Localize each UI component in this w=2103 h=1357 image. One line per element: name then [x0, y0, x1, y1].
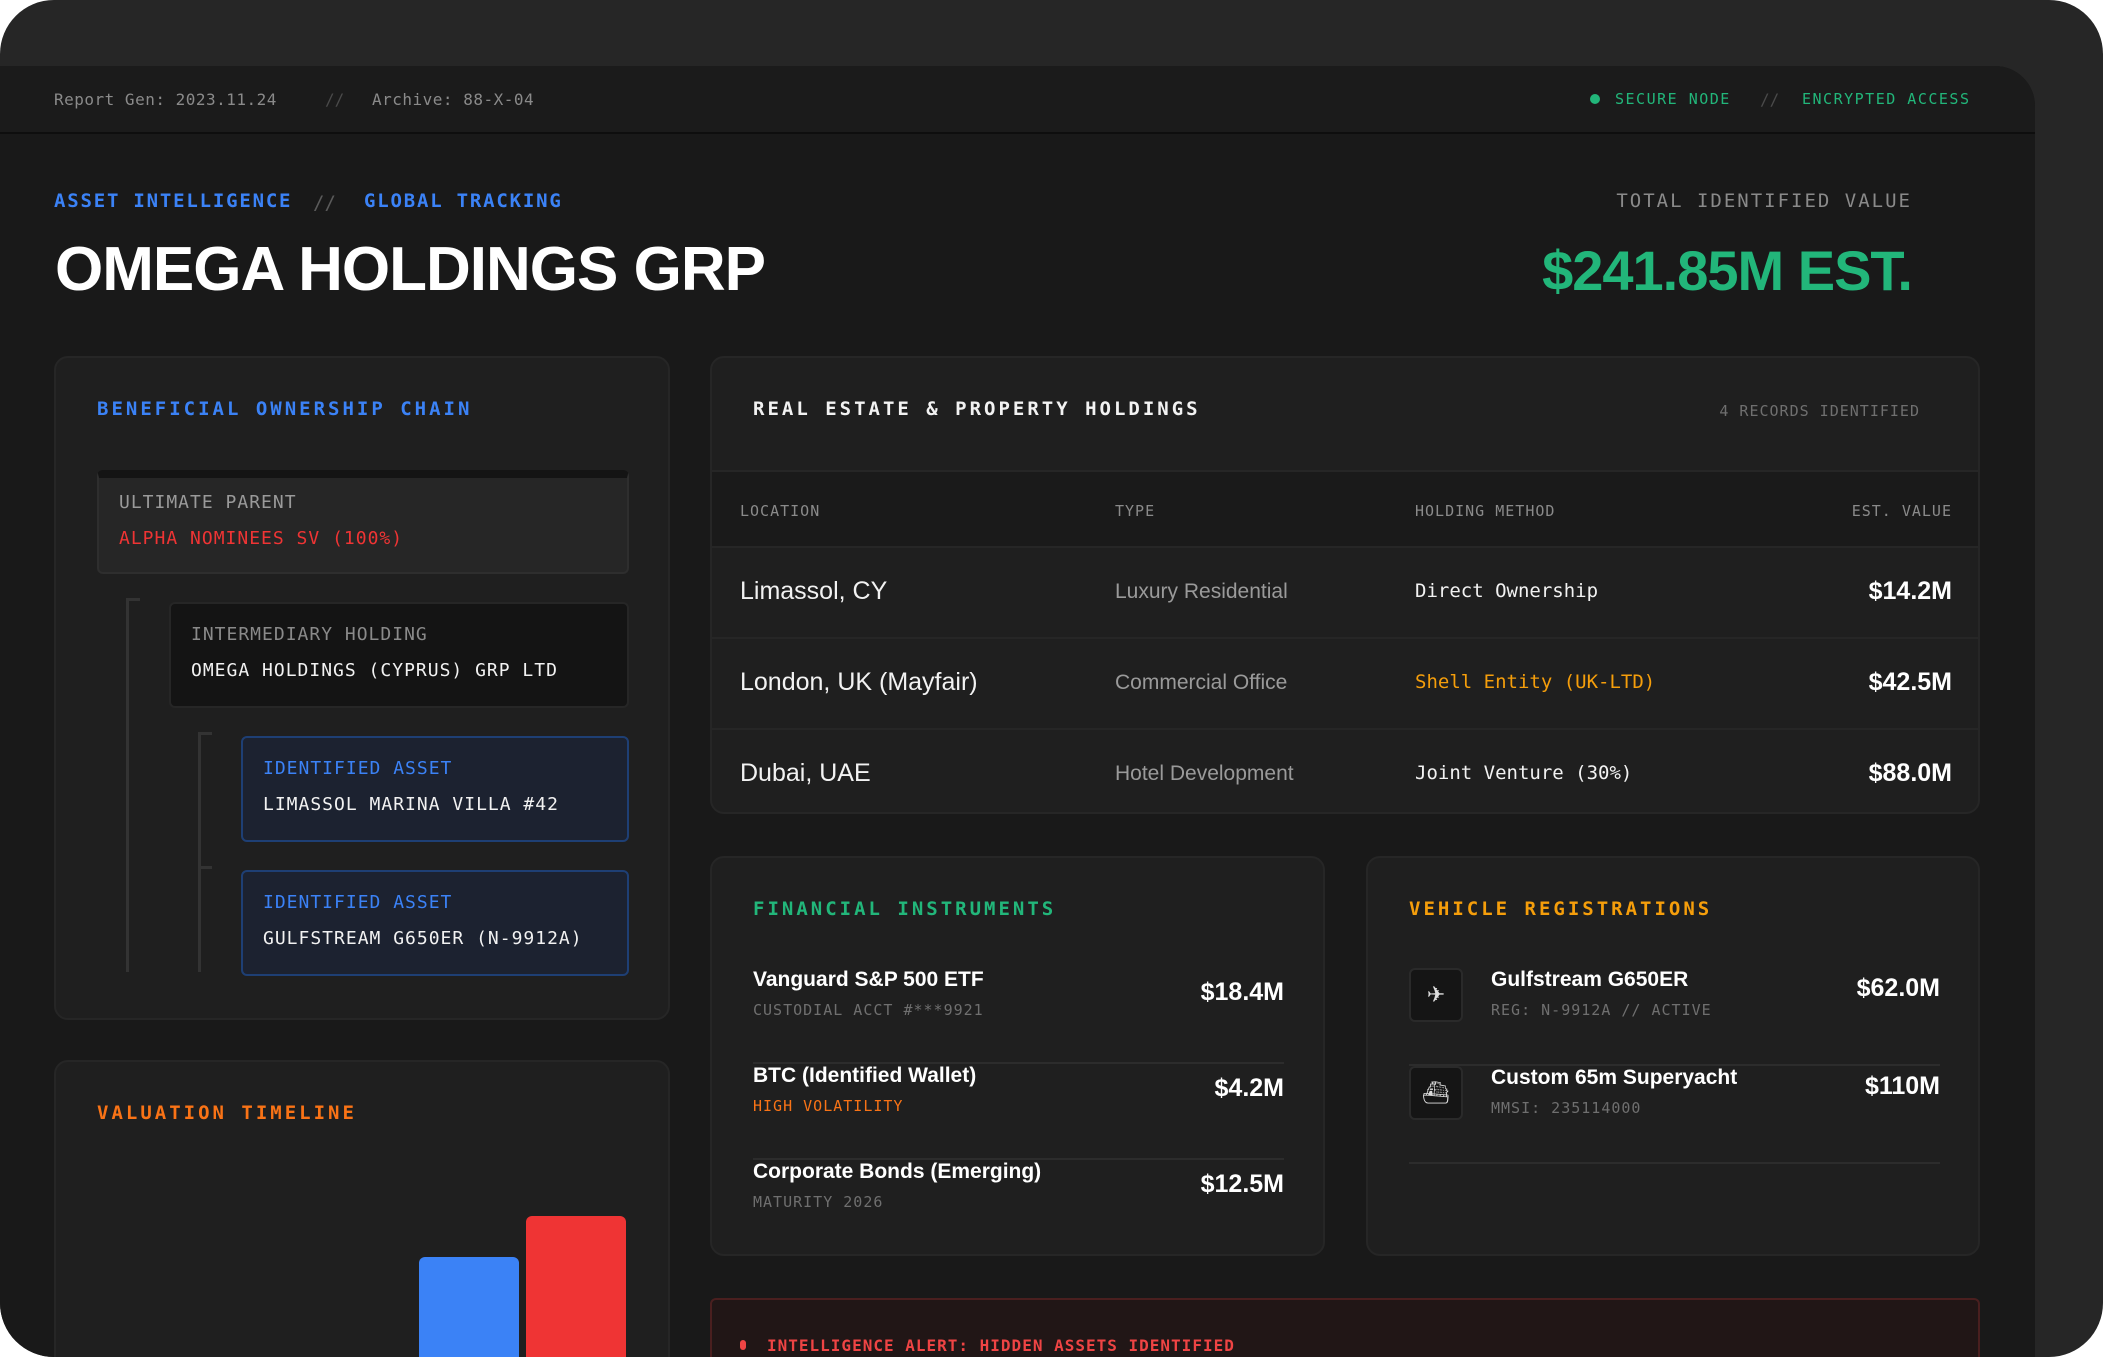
timeline-bar[interactable] [419, 1257, 519, 1357]
cell-type: Luxury Residential [1115, 580, 1288, 603]
instrument-name: Corporate Bonds (Emerging) [753, 1160, 1042, 1183]
cell-type: Commercial Office [1115, 671, 1288, 694]
cell-est-value: $88.0M [1868, 759, 1952, 787]
table-header: LOCATION TYPE HOLDING METHOD EST. VALUE [712, 470, 1978, 546]
airplane-icon: ✈ [1409, 968, 1463, 1022]
report-gen-date: Report Gen: 2023.11.24 [54, 90, 277, 109]
cell-location: London, UK (Mayfair) [740, 668, 978, 696]
cell-location: Dubai, UAE [740, 759, 871, 787]
instrument-value: $12.5M [1200, 1170, 1284, 1198]
column-header-holding-method[interactable]: HOLDING METHOD [1415, 502, 1556, 520]
dashboard-screen: Report Gen: 2023.11.24 // Archive: 88-X-… [0, 66, 2035, 1357]
list-item[interactable]: Corporate Bonds (Emerging) MATURITY 2026 $… [753, 1160, 1284, 1254]
secure-node-label: SECURE NODE [1615, 90, 1731, 108]
vehicle-registrations-card: VEHICLE REGISTRATIONS ✈ Gulfstream G650ER… [1366, 856, 1980, 1256]
ship-icon: ⛴ [1409, 1066, 1463, 1120]
total-value: $241.85M EST. [1542, 239, 1913, 302]
breadcrumb-asset-intelligence[interactable]: ASSET INTELLIGENCE [54, 190, 293, 212]
breadcrumb-global-tracking[interactable]: GLOBAL TRACKING [364, 190, 563, 212]
tree-connector [198, 732, 212, 735]
intermediary-holding-node[interactable]: INTERMEDIARY HOLDING OMEGA HOLDINGS (CYP… [169, 602, 629, 708]
table-row[interactable]: Limassol, CY Luxury Residential Direct Own… [712, 546, 1978, 637]
ultimate-parent-label: ULTIMATE PARENT [119, 492, 297, 513]
status-bar: Report Gen: 2023.11.24 // Archive: 88-X-… [0, 66, 2035, 134]
list-item[interactable]: BTC (Identified Wallet) HIGH VOLATILITY $4… [753, 1064, 1284, 1160]
cell-location: Limassol, CY [740, 577, 888, 605]
cell-holding-method: Shell Entity (UK-LTD) [1415, 671, 1656, 693]
cell-est-value: $42.5M [1868, 668, 1952, 696]
vehicle-detail: REG: N-9912A // ACTIVE [1491, 1001, 1712, 1019]
financial-instruments-card: FINANCIAL INSTRUMENTS Vanguard S&P 500 E… [710, 856, 1325, 1256]
vehicle-value: $62.0M [1856, 974, 1940, 1002]
alert-text: INTELLIGENCE ALERT: HIDDEN ASSETS IDENTI… [767, 1336, 1235, 1355]
cell-type: Hotel Development [1115, 762, 1294, 785]
identified-asset-value: LIMASSOL MARINA VILLA #42 [263, 794, 559, 815]
intermediary-holding-label: INTERMEDIARY HOLDING [191, 624, 428, 645]
secure-status-dot [1590, 94, 1600, 104]
timeline-bar[interactable] [526, 1216, 626, 1357]
cell-holding-method: Joint Venture (30%) [1415, 762, 1633, 784]
vehicle-value: $110M [1864, 1072, 1940, 1100]
status-separator: // [1760, 90, 1780, 109]
valuation-timeline-title: VALUATION TIMELINE [97, 1102, 357, 1124]
archive-id: Archive: 88-X-04 [372, 90, 535, 109]
identified-asset-node[interactable]: IDENTIFIED ASSET LIMASSOL MARINA VILLA #… [241, 736, 629, 842]
instrument-value: $4.2M [1214, 1074, 1284, 1102]
intermediary-holding-value: OMEGA HOLDINGS (CYPRUS) GRP LTD [191, 660, 558, 681]
tree-connector [126, 598, 129, 972]
instrument-detail: MATURITY 2026 [753, 1193, 884, 1211]
ultimate-parent-value: ALPHA NOMINEES SV (100%) [119, 528, 404, 549]
tree-connector [126, 598, 140, 601]
cell-est-value: $14.2M [1868, 577, 1952, 605]
vehicle-name: Gulfstream G650ER [1491, 968, 1689, 991]
page-title: OMEGA HOLDINGS GRP [55, 235, 766, 304]
instrument-name: Vanguard S&P 500 ETF [753, 968, 984, 991]
encrypted-access-label: ENCRYPTED ACCESS [1802, 90, 1971, 108]
breadcrumb-separator: // [313, 192, 336, 214]
real-estate-title: REAL ESTATE & PROPERTY HOLDINGS [753, 398, 1201, 420]
cell-holding-method: Direct Ownership [1415, 580, 1599, 602]
vehicle-detail: MMSI: 235114000 [1491, 1099, 1642, 1117]
status-separator: // [325, 90, 345, 109]
ownership-chain-card: BENEFICIAL OWNERSHIP CHAIN ULTIMATE PARE… [54, 356, 670, 1020]
identified-asset-node[interactable]: IDENTIFIED ASSET GULFSTREAM G650ER (N-99… [241, 870, 629, 976]
ownership-chain-title: BENEFICIAL OWNERSHIP CHAIN [97, 398, 473, 420]
instrument-detail: CUSTODIAL ACCT #***9921 [753, 1001, 984, 1019]
records-count: 4 RECORDS IDENTIFIED [1719, 402, 1920, 420]
real-estate-card: REAL ESTATE & PROPERTY HOLDINGS 4 RECORD… [710, 356, 1980, 814]
column-header-est-value[interactable]: EST. VALUE [1851, 502, 1952, 520]
column-header-location[interactable]: LOCATION [740, 502, 821, 520]
identified-asset-label: IDENTIFIED ASSET [263, 892, 453, 913]
tree-connector [198, 866, 212, 869]
identified-asset-value: GULFSTREAM G650ER (N-9912A) [263, 928, 583, 949]
vehicle-name: Custom 65m Superyacht [1491, 1066, 1738, 1089]
list-item[interactable]: Vanguard S&P 500 ETF CUSTODIAL ACCT #***9… [753, 968, 1284, 1064]
tree-connector [198, 732, 201, 972]
vehicle-registrations-title: VEHICLE REGISTRATIONS [1409, 898, 1713, 920]
list-item[interactable]: ✈ Gulfstream G650ER REG: N-9912A // ACTIVE… [1409, 968, 1940, 1066]
ultimate-parent-node[interactable]: ULTIMATE PARENT ALPHA NOMINEES SV (100%) [97, 470, 629, 574]
column-header-type[interactable]: TYPE [1115, 502, 1156, 520]
alert-indicator-icon [740, 1340, 746, 1350]
instrument-name: BTC (Identified Wallet) [753, 1064, 977, 1087]
table-row[interactable]: London, UK (Mayfair) Commercial Office She… [712, 637, 1978, 728]
financial-instruments-title: FINANCIAL INSTRUMENTS [753, 898, 1057, 920]
valuation-timeline-card: VALUATION TIMELINE [54, 1060, 670, 1357]
identified-asset-label: IDENTIFIED ASSET [263, 758, 453, 779]
instrument-detail: HIGH VOLATILITY [753, 1097, 904, 1115]
intelligence-alert[interactable]: INTELLIGENCE ALERT: HIDDEN ASSETS IDENTI… [710, 1298, 1980, 1357]
instrument-value: $18.4M [1200, 978, 1284, 1006]
list-item[interactable]: ⛴ Custom 65m Superyacht MMSI: 235114000 $11… [1409, 1066, 1940, 1164]
total-value-label: TOTAL IDENTIFIED VALUE [1616, 190, 1912, 212]
table-row[interactable]: Dubai, UAE Hotel Development Joint Venture… [712, 728, 1978, 812]
